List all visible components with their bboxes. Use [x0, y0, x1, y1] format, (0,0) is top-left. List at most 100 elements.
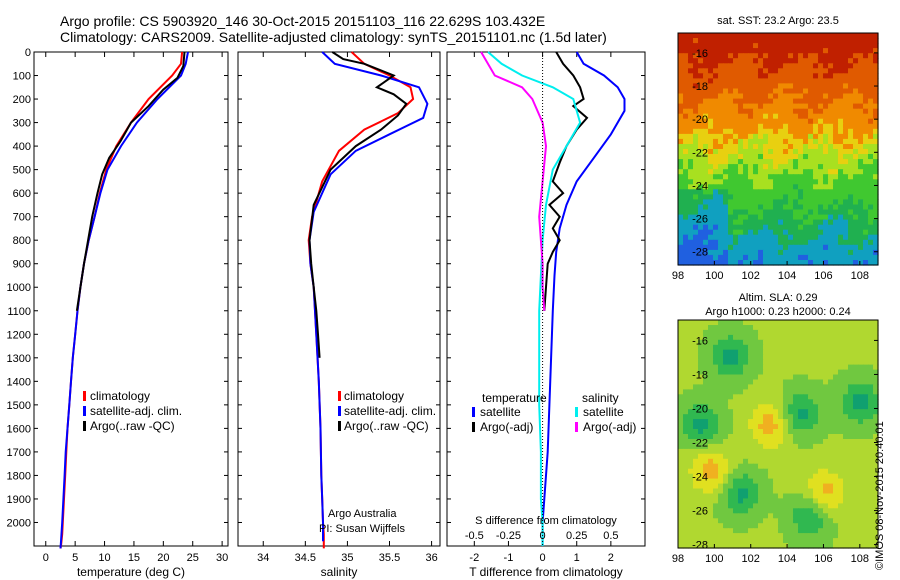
- temperature-legend-swatch: [83, 421, 86, 431]
- salinity-xtick-label: 35: [341, 552, 353, 564]
- difference-s-tick-label: 0.25: [566, 530, 587, 542]
- salinity-annotation-line2: PI: Susan Wijffels: [319, 523, 405, 535]
- salinity-series-0: [307, 51, 415, 549]
- difference-legend-label: Argo(-adj): [480, 420, 533, 434]
- salinity-legend-label: Argo(..raw -QC): [344, 419, 429, 433]
- difference-s-tick-label: 0.5: [603, 530, 618, 542]
- sst-map-ytick-label: -20: [692, 114, 708, 126]
- sla-map-ytick-label: -24: [692, 472, 708, 484]
- temperature-xtick-label: 5: [72, 552, 78, 564]
- salinity-series-1: [308, 51, 429, 542]
- difference-legend-header-salinity: salinity: [582, 391, 619, 405]
- temperature-ytick-label: 300: [13, 118, 31, 130]
- sst-map-xtick-label: 102: [742, 270, 760, 282]
- temperature-series-1: [59, 51, 189, 549]
- sst-map-field: [678, 33, 879, 266]
- difference-legend-swatch: [472, 422, 475, 432]
- temperature-legend-label: climatology: [90, 389, 150, 403]
- temperature-xtick-label: 25: [187, 552, 199, 564]
- temperature-ytick-label: 1700: [7, 447, 31, 459]
- temperature-ytick-label: 700: [13, 212, 31, 224]
- difference-t-xlabel: T difference from climatology: [469, 565, 623, 579]
- difference-xtick-label: -1: [504, 552, 514, 564]
- difference-s-tick-label: -0.25: [496, 530, 521, 542]
- salinity-legend-label: climatology: [344, 389, 404, 403]
- temperature-series-2: [75, 51, 186, 311]
- temperature-ytick-label: 600: [13, 188, 31, 200]
- sla-map-ytick-label: -28: [692, 540, 708, 552]
- difference-legend-label: satellite: [480, 405, 521, 419]
- salinity-legend-swatch: [338, 406, 341, 416]
- temperature-frame: [33, 51, 229, 547]
- temperature-xtick-label: 30: [216, 552, 228, 564]
- temperature-ytick-label: 800: [13, 235, 31, 247]
- temperature-ytick-label: 1000: [7, 282, 31, 294]
- difference-xtick-label: -2: [469, 552, 479, 564]
- salinity-xtick-label: 34.5: [295, 552, 316, 564]
- sst-map-ytick-label: -24: [692, 180, 708, 192]
- temperature-ytick-label: 1600: [7, 423, 31, 435]
- sla-map-xtick-label: 104: [778, 553, 796, 565]
- difference-s-tick-label: 0: [540, 530, 546, 542]
- temperature-ytick-label: 1500: [7, 400, 31, 412]
- temperature-ytick-label: 1400: [7, 376, 31, 388]
- sst-map-ytick-label: -18: [692, 81, 708, 93]
- sst-map-ytick-label: -22: [692, 147, 708, 159]
- salinity-legend-swatch: [338, 391, 341, 401]
- difference-series-3: [480, 51, 548, 311]
- sla-map-xtick-label: 100: [705, 553, 723, 565]
- sla-map-ytick-label: -16: [692, 335, 708, 347]
- difference-legend-header-temperature: temperature: [482, 391, 547, 405]
- sla-map-subtitle: Argo h1000: 0.23 h2000: 0.24: [705, 306, 851, 318]
- temperature-xtick-label: 0: [43, 552, 49, 564]
- sst-map-xtick-label: 106: [814, 270, 832, 282]
- difference-series-1: [543, 51, 589, 311]
- difference-s-tick-label: -0.5: [465, 530, 484, 542]
- temperature-ytick-label: 1300: [7, 353, 31, 365]
- temperature-legend-label: satellite-adj. clim.: [90, 404, 182, 418]
- difference-legend-label: satellite: [583, 405, 624, 419]
- sla-map-xtick-label: 102: [742, 553, 760, 565]
- difference-legend-swatch: [575, 407, 578, 417]
- temperature-ytick-label: 1200: [7, 329, 31, 341]
- sst-map-frame: [677, 32, 879, 266]
- temperature-legend-label: Argo(..raw -QC): [90, 419, 175, 433]
- temperature-ytick-label: 200: [13, 94, 31, 106]
- sst-map-ytick-label: -16: [692, 48, 708, 60]
- sla-map-ytick-label: -20: [692, 403, 708, 415]
- sst-map-xtick-label: 100: [705, 270, 723, 282]
- difference-xtick-label: 2: [608, 552, 614, 564]
- temperature-legend-swatch: [83, 391, 86, 401]
- temperature-xlabel: temperature (deg C): [77, 565, 185, 579]
- sst-map-ytick-label: -28: [692, 247, 708, 259]
- sla-map-xtick-label: 108: [851, 553, 869, 565]
- salinity-frame: [237, 51, 441, 547]
- salinity-xlabel: salinity: [321, 565, 358, 579]
- sla-map-xtick-label: 98: [672, 553, 684, 565]
- title-line-2: Climatology: CARS2009. Satellite-adjuste…: [60, 29, 607, 45]
- difference-legend-swatch: [472, 407, 475, 417]
- watermark-text: ©IMOS 08-Nov-2015 20:40:01: [874, 421, 886, 570]
- temperature-legend-swatch: [83, 406, 86, 416]
- difference-xtick-label: 1: [574, 552, 580, 564]
- temperature-ytick-label: 1100: [7, 306, 31, 318]
- sla-map-frame: [677, 319, 879, 549]
- temperature-ytick-label: 1900: [7, 494, 31, 506]
- sst-map-ytick-label: -26: [692, 214, 708, 226]
- salinity-legend-label: satellite-adj. clim.: [344, 404, 436, 418]
- temperature-ytick-label: 2000: [7, 517, 31, 529]
- temperature-ytick-label: 1800: [7, 470, 31, 482]
- temperature-ytick-label: 500: [13, 165, 31, 177]
- sla-map-title: Altim. SLA: 0.29: [739, 292, 818, 304]
- salinity-xtick-label: 34: [257, 552, 269, 564]
- temperature-ytick-label: 0: [25, 47, 31, 59]
- difference-legend-swatch: [575, 422, 578, 432]
- salinity-annotation-line1: Argo Australia: [328, 508, 397, 520]
- temperature-xtick-label: 15: [128, 552, 140, 564]
- salinity-legend-swatch: [338, 421, 341, 431]
- temperature-ytick-label: 100: [13, 71, 31, 83]
- difference-xtick-label: 0: [540, 552, 546, 564]
- temperature-ytick-label: 900: [13, 259, 31, 271]
- difference-frame: [446, 51, 646, 547]
